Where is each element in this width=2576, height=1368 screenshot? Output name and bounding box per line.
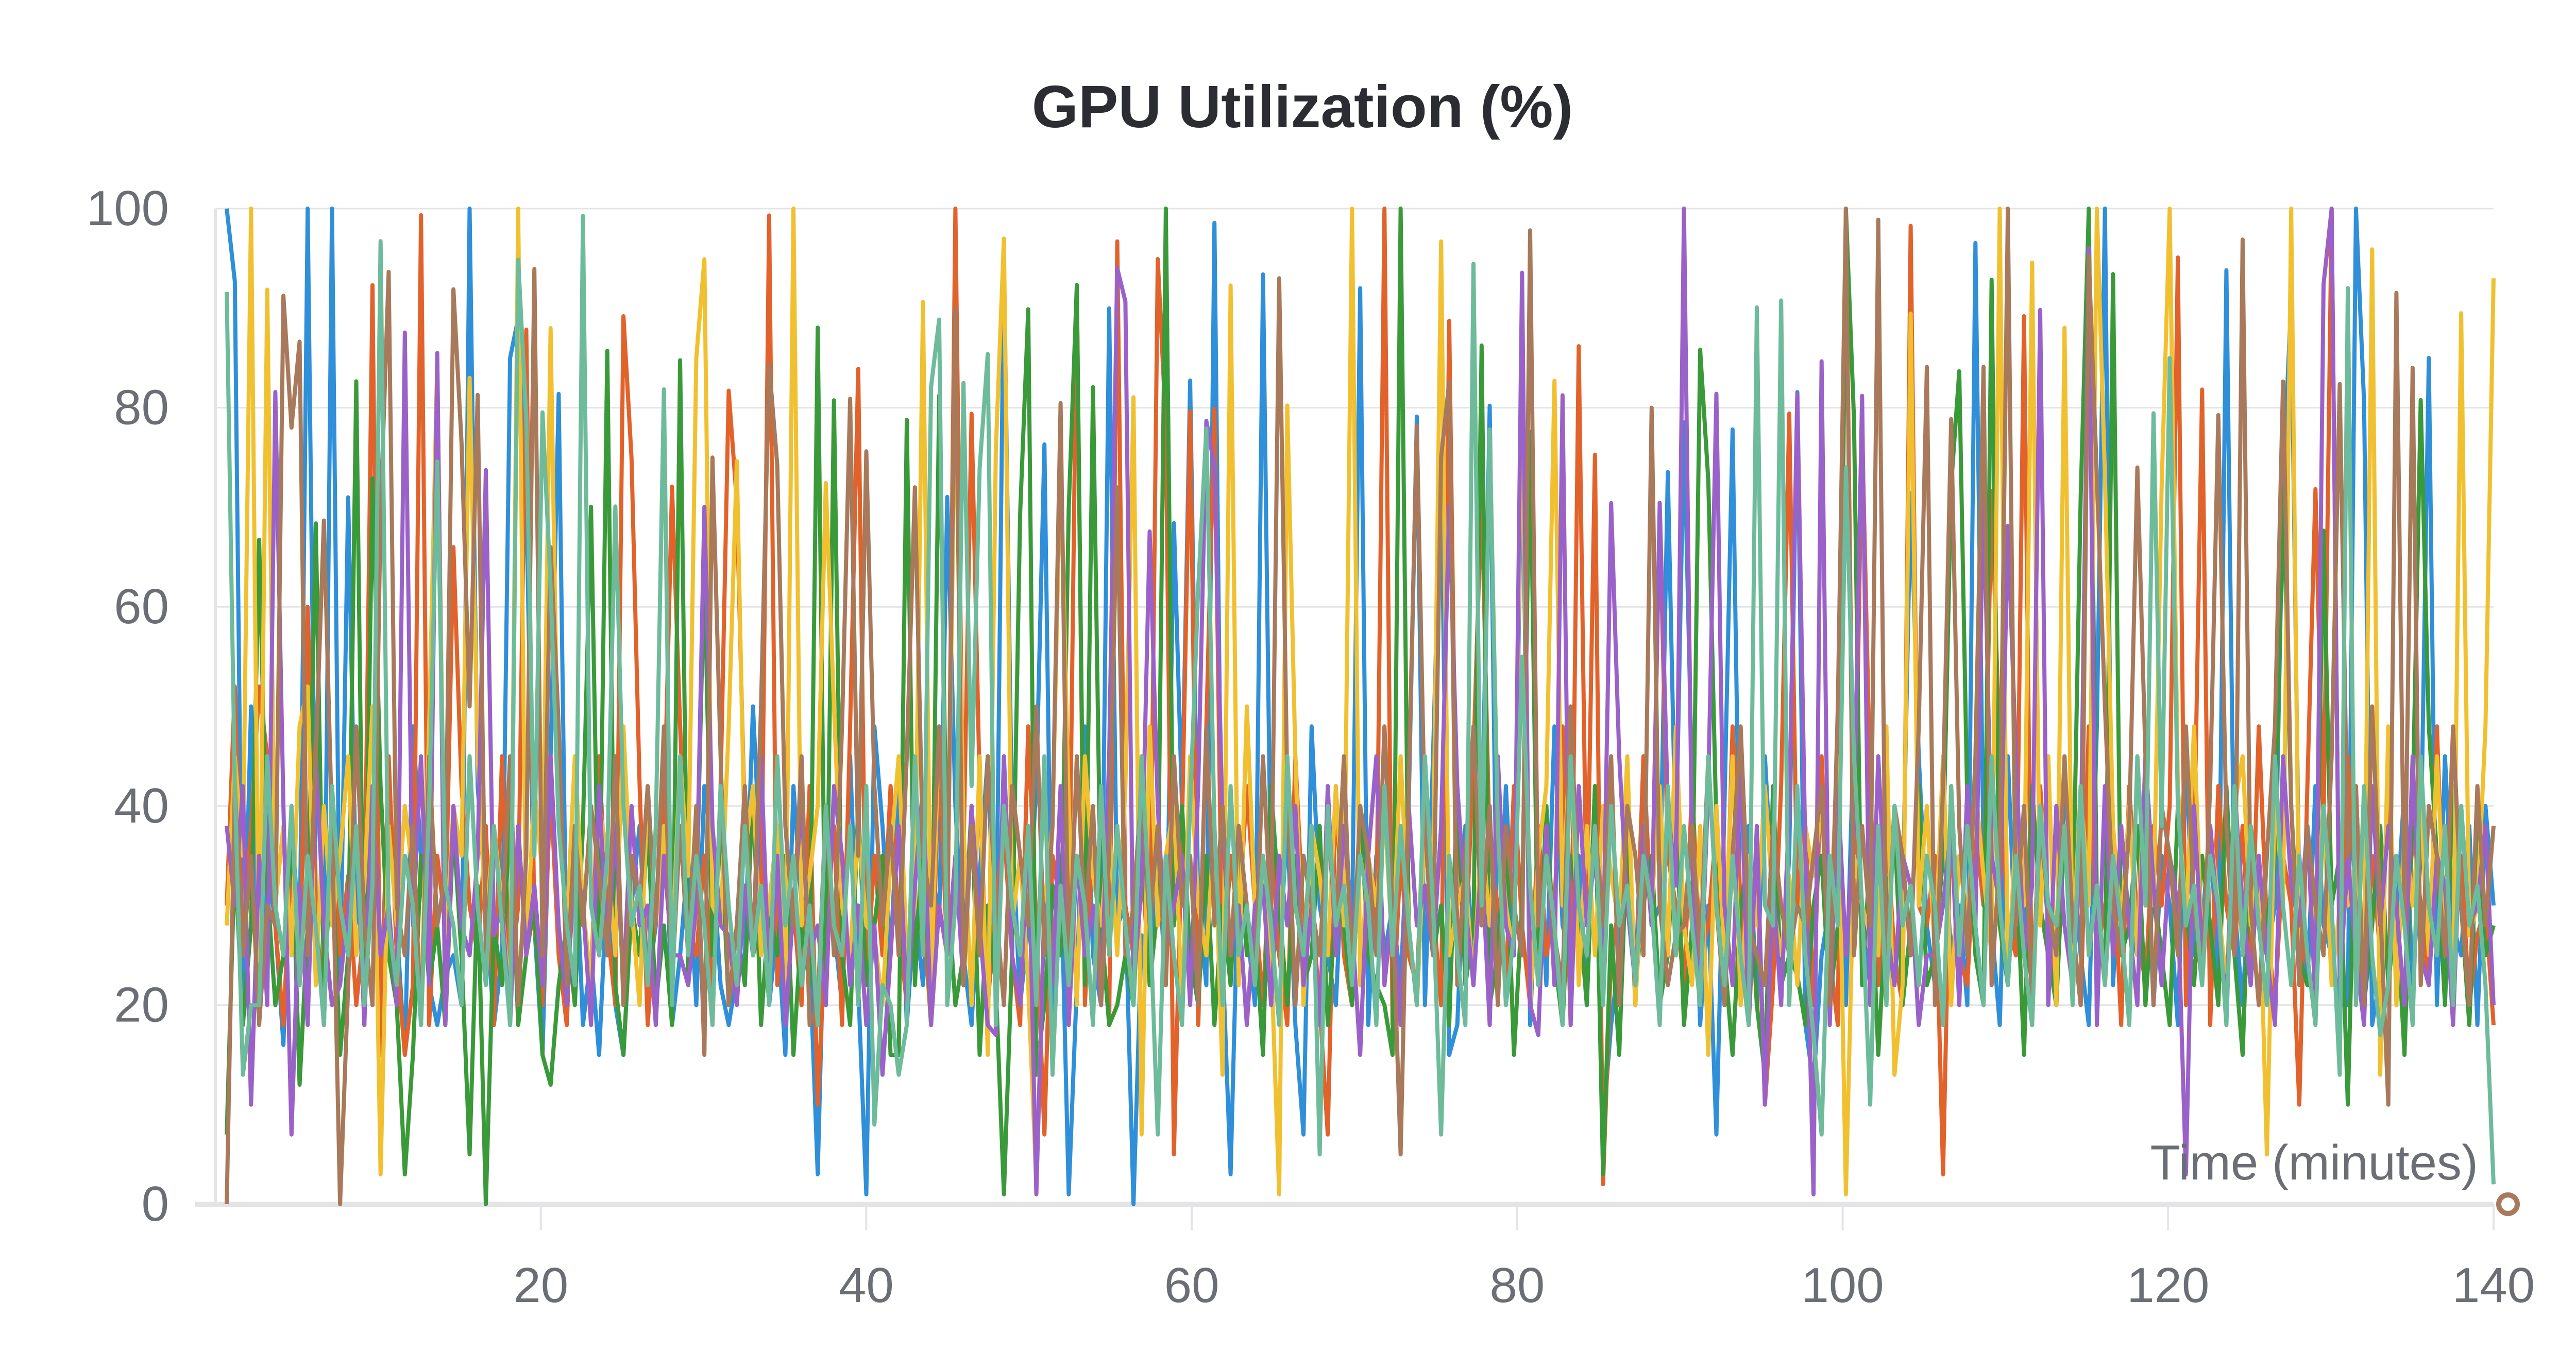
- y-tick-label: 60: [114, 579, 169, 634]
- y-tick-label: 0: [142, 1176, 169, 1232]
- x-tick-label: 80: [1489, 1258, 1545, 1313]
- axes: [195, 209, 2495, 1230]
- series-line-6: [225, 214, 2496, 1185]
- x-tick-label: 140: [2452, 1258, 2535, 1313]
- series-line-3: [225, 207, 2496, 1196]
- x-tick-label: 40: [839, 1258, 894, 1313]
- x-tick-label: 60: [1164, 1258, 1219, 1313]
- series-end-marker: [2496, 1192, 2520, 1216]
- y-tick-label: 20: [114, 977, 169, 1032]
- series-line-5: [225, 207, 2496, 1206]
- series-lines: [225, 207, 2520, 1216]
- x-tick-label: 100: [1801, 1258, 1884, 1313]
- tick-labels: 0 20 40 60 80 100 20 40 60 80 100 120 140: [87, 181, 2535, 1313]
- x-axis-title: Time (minutes): [2150, 1135, 2478, 1190]
- y-tick-label: 100: [87, 181, 169, 236]
- chart-title: GPU Utilization (%): [1031, 73, 1573, 140]
- x-tick-label: 120: [2127, 1258, 2209, 1313]
- y-tick-label: 80: [114, 380, 169, 435]
- x-tick-label: 20: [513, 1258, 568, 1313]
- y-tick-label: 40: [114, 778, 169, 833]
